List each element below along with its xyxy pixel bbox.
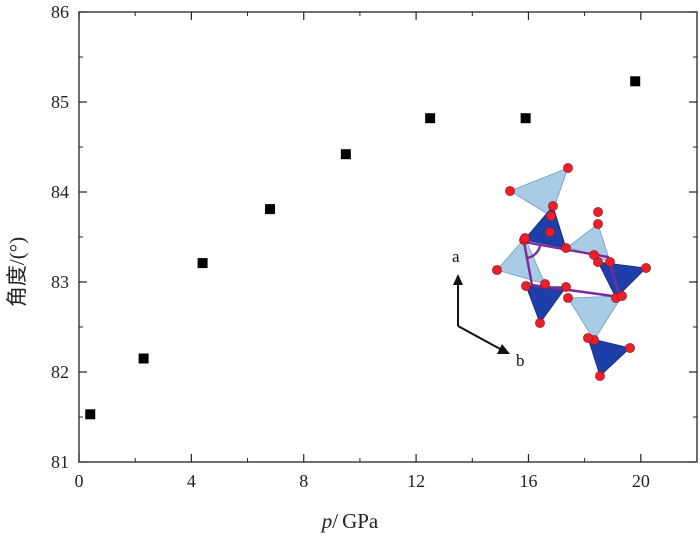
oxygen-atom [540,279,550,289]
y-axis-title: 角度/(°) [5,237,29,307]
oxygen-atom [535,318,545,328]
oxygen-atom [605,257,615,267]
oxygen-atom [641,263,651,273]
y-tick-label: 86 [51,2,69,22]
y-tick-label: 81 [51,452,69,472]
data-point [85,409,96,420]
axis-ticks: 0 4 8 12 16 20 81 82 83 84 85 86 [51,2,697,491]
data-point [425,113,436,124]
plot-frame [78,11,698,463]
oxygen-atom [548,201,558,211]
data-point [138,353,149,364]
x-tick-label: 16 [519,471,537,491]
tetrahedron-dark [525,285,567,324]
tetrahedron-dark [587,337,631,377]
tetrahedron-light [496,237,546,285]
oxygen-atom [545,227,555,237]
oxygen-atom [563,293,573,303]
oxygen-atom [593,207,603,217]
oxygen-atom [589,250,599,260]
oxygen-atom [625,343,635,353]
oxygen-atoms [492,163,651,381]
data-point [197,258,208,269]
crystal-structure-inset: a b [452,163,651,381]
oxygen-atom [520,233,530,243]
y-tick-label: 82 [51,362,69,382]
data-point [520,113,531,124]
x-axis-unit: GPa [342,509,379,533]
data-point [340,149,351,160]
arrow-a-head [453,274,463,285]
oxygen-atom [563,163,573,173]
arrow-b-head [497,344,510,354]
oxygen-atom [546,211,556,221]
oxygen-atom [492,265,502,275]
oxygen-atom [617,291,627,301]
oxygen-atom [593,219,603,229]
data-points [85,76,641,420]
y-tick-label: 84 [51,182,69,202]
oxygen-atom [595,371,605,381]
oxygen-atom [521,281,531,291]
tetrahedron-light [567,295,623,341]
oxygen-atom [583,333,593,343]
arrow-b [457,325,503,351]
tetrahedron-dark [597,261,647,299]
axis-a-label: a [452,247,460,266]
x-tick-label: 20 [632,471,650,491]
plot-border [78,11,698,463]
data-point [630,76,641,87]
angle-arc [526,245,542,260]
oxygen-atom [561,282,571,292]
y-tick-label: 85 [51,92,69,112]
x-tick-label: 4 [187,471,196,491]
x-axis-separator: / [332,509,338,533]
tetrahedron-light [509,167,569,217]
data-point [265,204,276,215]
x-tick-label: 0 [75,471,84,491]
x-tick-label: 12 [407,471,425,491]
x-tick-label: 8 [299,471,308,491]
oxygen-atom [561,243,571,253]
oxygen-atom [505,186,515,196]
x-axis-title: p/GPa [320,509,379,533]
axis-b-label: b [516,351,525,370]
x-axis-symbol: p [320,509,333,533]
y-tick-label: 83 [51,272,69,292]
